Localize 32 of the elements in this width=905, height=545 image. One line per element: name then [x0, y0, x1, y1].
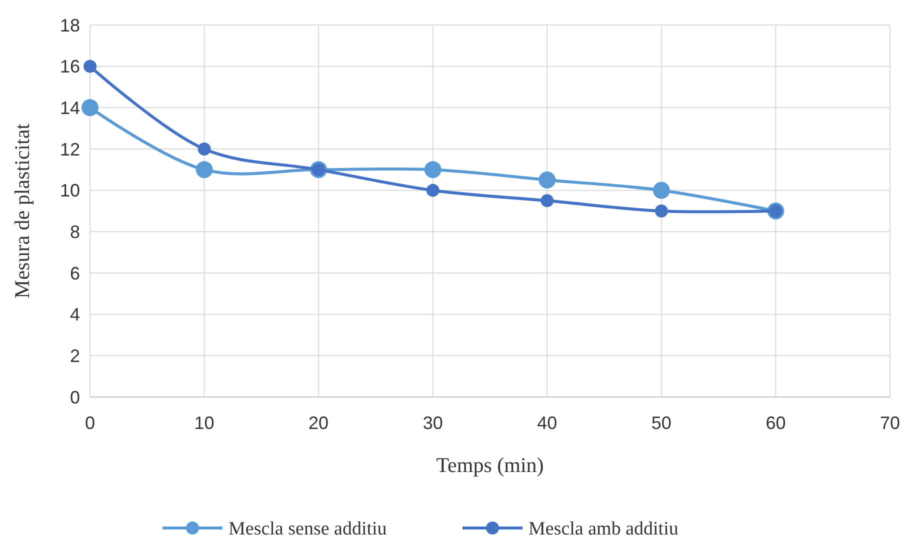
x-tick-label: 30 [422, 413, 443, 433]
x-tick-label: 40 [537, 413, 558, 433]
point [540, 194, 554, 208]
y-axis-title: Mesura de plasticitat [10, 123, 34, 298]
point [82, 99, 98, 116]
y-tick-label: 10 [60, 180, 80, 201]
x-tick-label: 10 [194, 413, 214, 433]
y-tick-label: 6 [70, 263, 80, 284]
point [538, 172, 556, 188]
y-tick-label: 14 [60, 98, 80, 118]
y-tick-label: 18 [60, 15, 80, 36]
y-tick-label: 16 [60, 56, 80, 77]
x-tick-label: 70 [880, 413, 900, 433]
x-tick-label: 50 [651, 413, 672, 433]
x-tick-label: 20 [308, 413, 329, 433]
y-tick-label: 0 [70, 387, 80, 408]
x-axis-title: Temps (min) [436, 453, 544, 477]
point [652, 182, 670, 199]
x-tick-label: 60 [766, 413, 786, 433]
point [84, 60, 96, 73]
point [654, 204, 668, 218]
point [196, 161, 213, 178]
point [426, 184, 440, 197]
y-tick-label: 4 [70, 304, 80, 325]
point [198, 142, 211, 156]
point [424, 161, 442, 178]
legend-label: Mescla amb additiu [528, 518, 679, 540]
y-tick-label: 2 [70, 346, 80, 366]
y-tick-label: 8 [70, 222, 80, 242]
y-tick-label: 12 [60, 139, 80, 160]
x-tick-label: 0 [84, 413, 96, 433]
legend-label: Mescla sense additiu [228, 518, 388, 540]
